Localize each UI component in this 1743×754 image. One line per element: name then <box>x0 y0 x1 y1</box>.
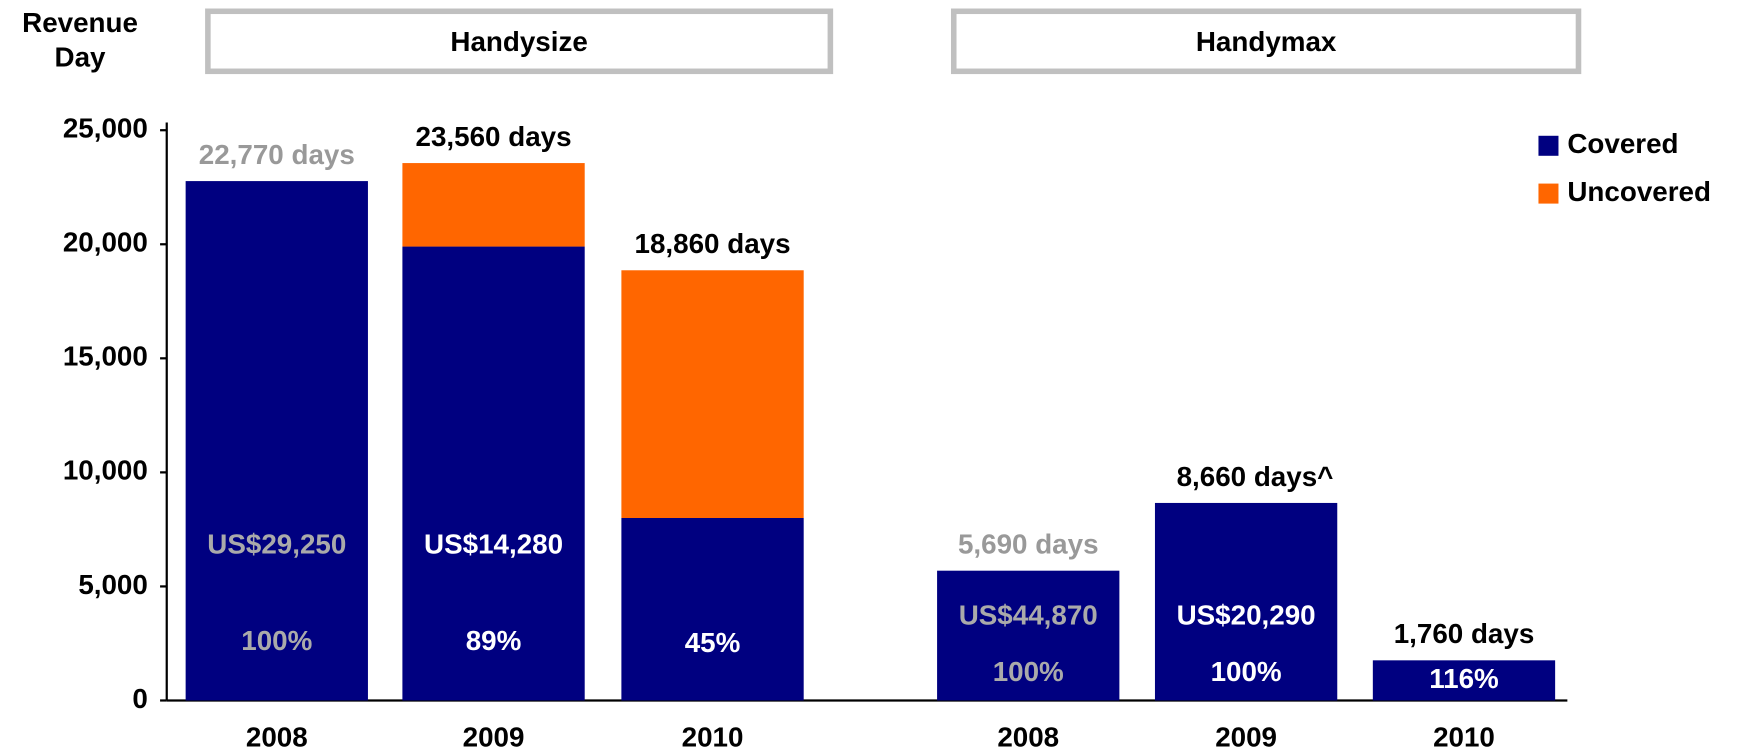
rate-label: US$44,870 <box>959 599 1098 630</box>
y-axis-label: Day <box>55 41 107 72</box>
total-label: 8,660 days^ <box>1177 461 1334 492</box>
group-header-box <box>205 8 834 75</box>
bar-segment <box>185 181 368 701</box>
y-tick-label: 0 <box>132 683 147 714</box>
total-label: 23,560 days <box>416 121 572 152</box>
y-tick-label: 10,000 <box>63 455 148 486</box>
y-tick-label: 5,000 <box>78 569 148 600</box>
x-tick-label: 2008 <box>997 722 1059 753</box>
x-tick-label: 2009 <box>1215 722 1277 753</box>
legend-swatch <box>1538 183 1559 204</box>
legend-label: Uncovered <box>1567 176 1711 207</box>
legend-label: Covered <box>1567 128 1678 159</box>
bar-segment <box>402 246 585 701</box>
y-tick-label: 15,000 <box>63 341 148 372</box>
total-label: 1,760 days <box>1394 618 1535 649</box>
y-axis-label: Revenue <box>22 7 138 38</box>
group-header: Handysize <box>450 26 587 57</box>
rate-label: US$29,250 <box>207 528 346 559</box>
legend-swatch <box>1538 135 1559 156</box>
coverage-label: 89% <box>466 625 522 656</box>
coverage-label: 45% <box>685 627 741 658</box>
bar-segment <box>937 570 1120 701</box>
x-tick-label: 2010 <box>682 722 744 753</box>
rate-label: US$20,290 <box>1177 599 1316 630</box>
total-label: 5,690 days <box>958 529 1099 560</box>
coverage-label: 100% <box>1211 656 1282 687</box>
bar-segment <box>621 517 804 701</box>
y-tick-label: 25,000 <box>63 113 148 144</box>
x-tick-label: 2010 <box>1433 722 1495 753</box>
x-tick-label: 2008 <box>246 722 308 753</box>
coverage-label: 116% <box>1429 663 1499 694</box>
y-tick-label: 20,000 <box>63 227 148 258</box>
total-label: 22,770 days <box>199 139 355 170</box>
group-header: Handymax <box>1196 26 1337 57</box>
bar-segment <box>1154 502 1338 701</box>
coverage-label: 100% <box>241 625 312 656</box>
bar-segment <box>402 163 585 247</box>
bar-segment <box>621 270 804 518</box>
total-label: 18,860 days <box>635 228 791 259</box>
bar-segment <box>1372 660 1556 701</box>
coverage-label: 100% <box>993 656 1064 687</box>
rate-label: US$14,280 <box>424 528 563 559</box>
x-tick-label: 2009 <box>463 722 525 753</box>
group-header-box <box>950 8 1582 75</box>
